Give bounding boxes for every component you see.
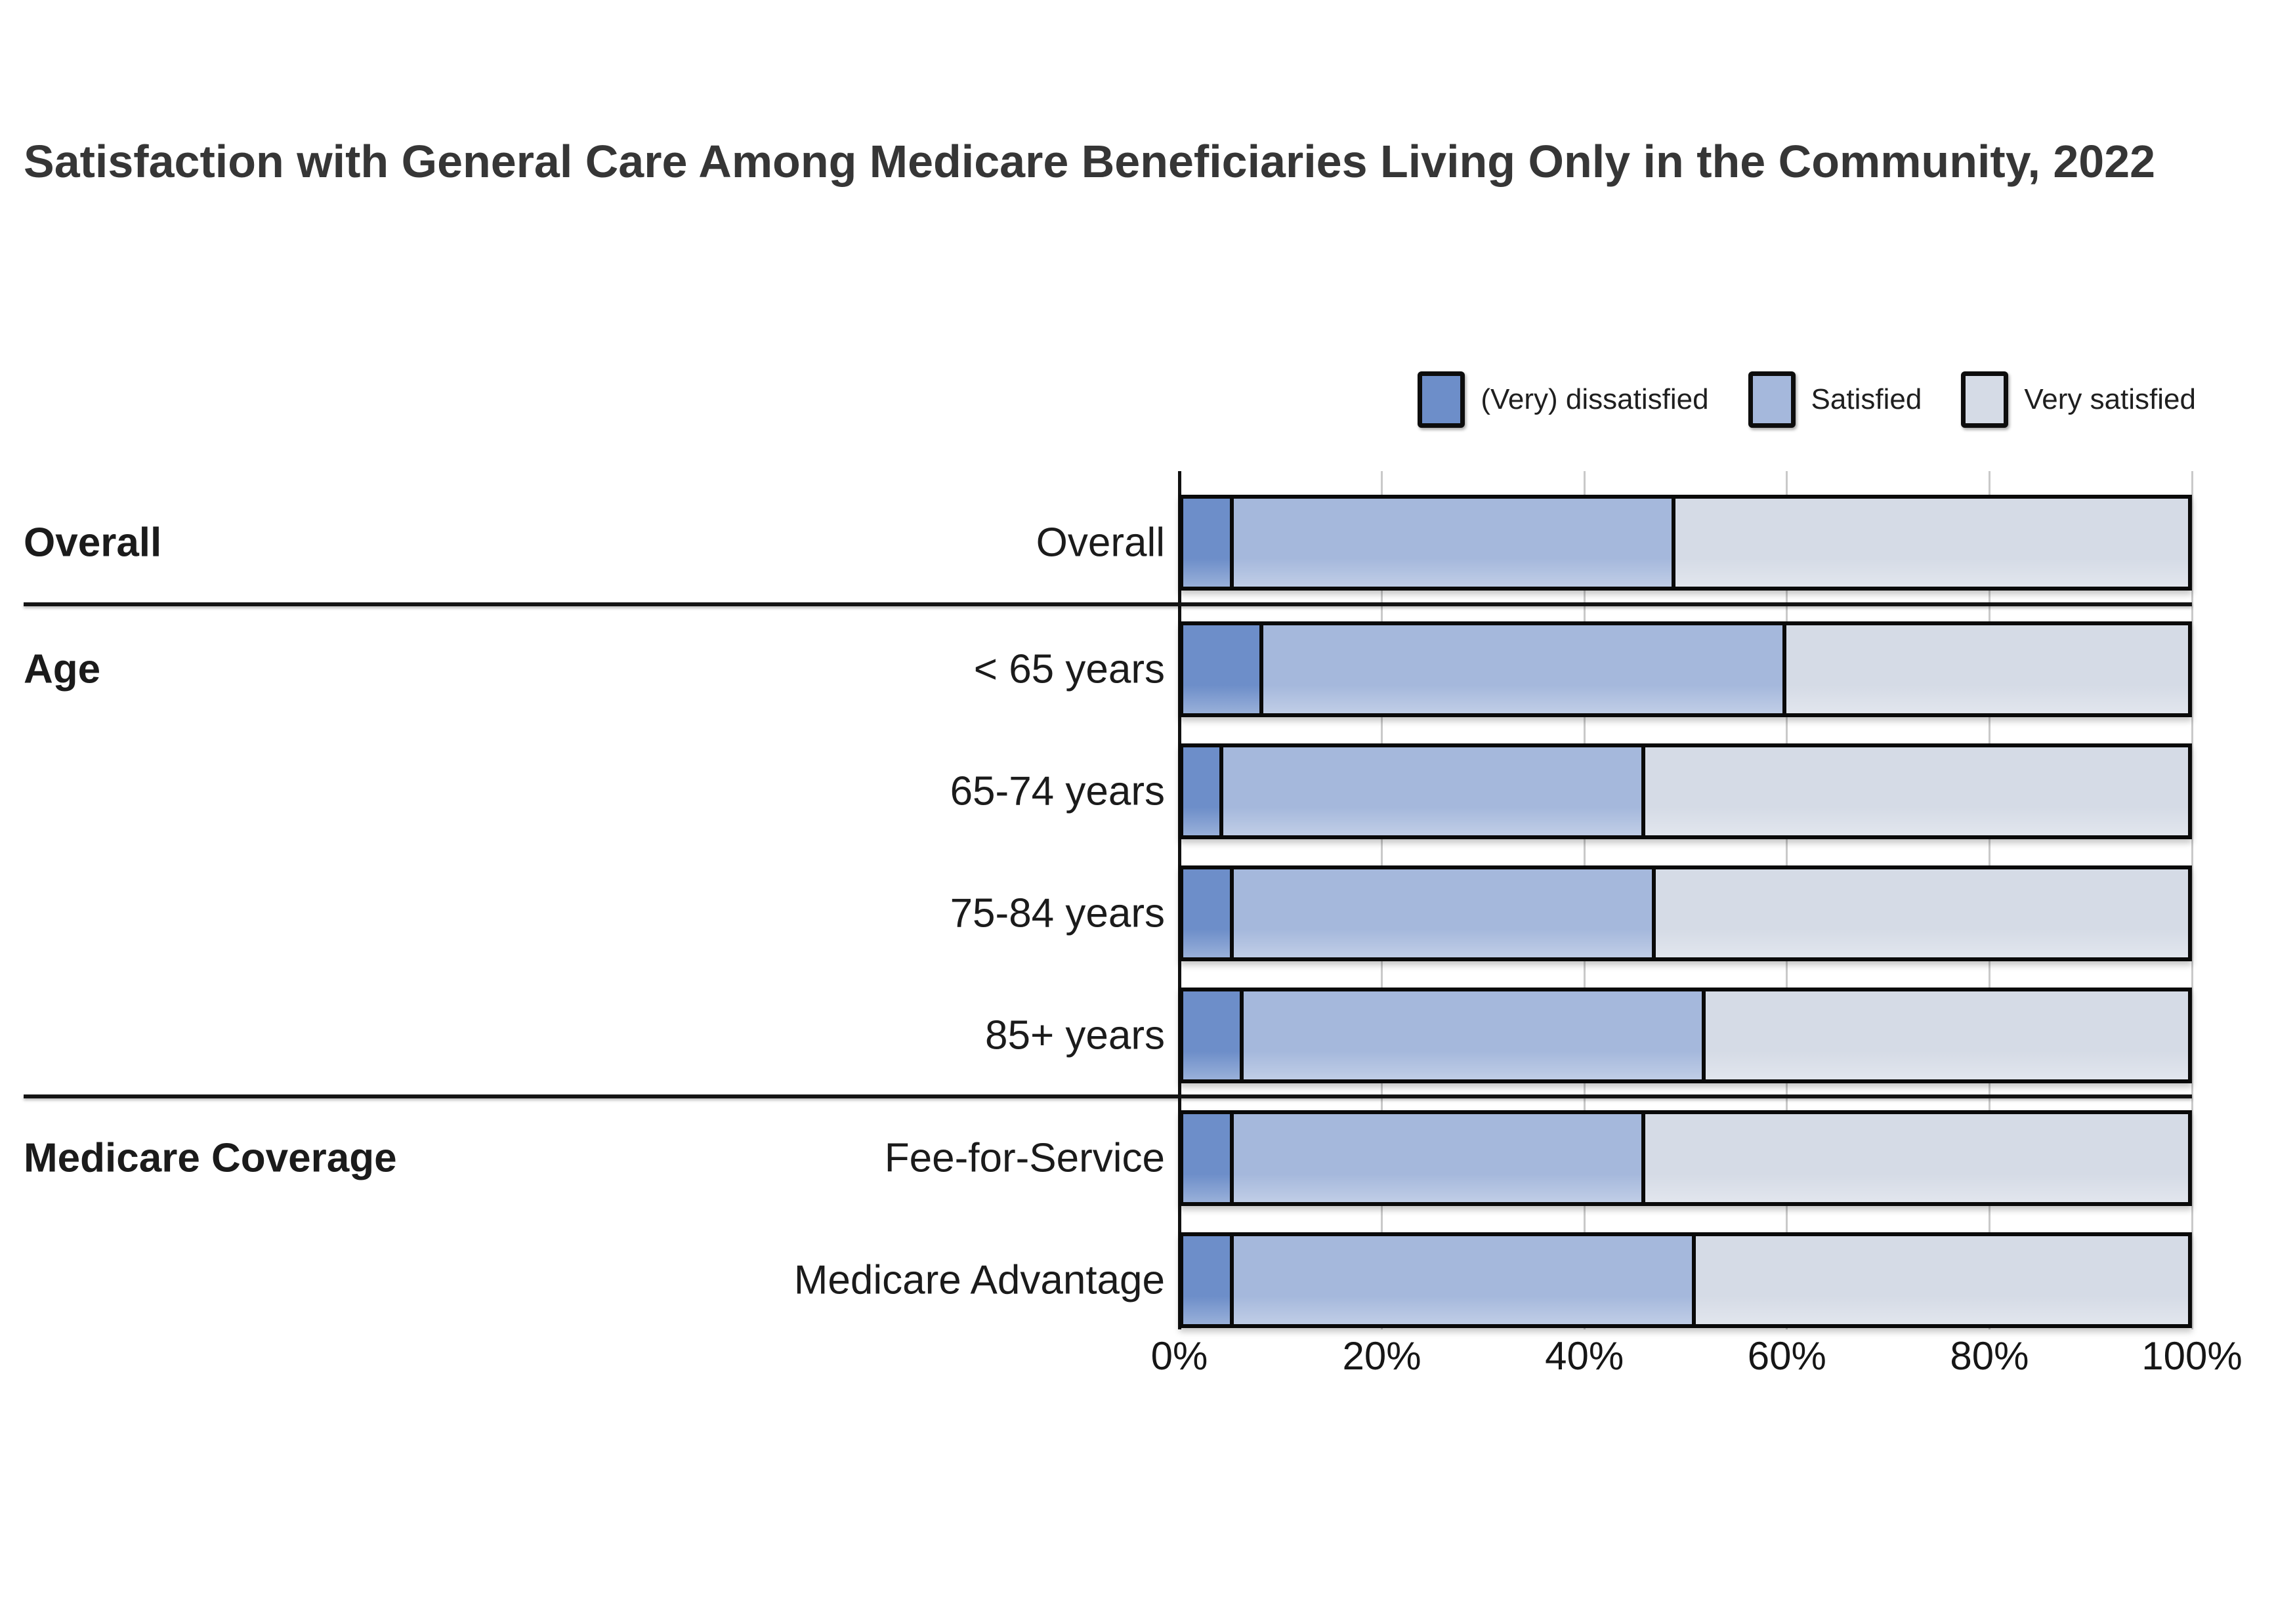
- row-label-fee-for-service: Fee-for-Service: [884, 1135, 1165, 1181]
- row-label-65-years: < 65 years: [973, 646, 1165, 692]
- x-tick-label-20: 20%: [1342, 1334, 1421, 1378]
- section-separator: [24, 602, 2192, 606]
- bar-segment-satisfied: [1233, 1236, 1696, 1324]
- x-tick-label-0: 0%: [1150, 1334, 1208, 1378]
- x-tick-label-60: 60%: [1747, 1334, 1826, 1378]
- gridline-100: [2191, 471, 2193, 1329]
- bar-segment-satisfied: [1263, 625, 1786, 713]
- bar-65-years: [1179, 621, 2192, 717]
- row-label-65-74-years: 65-74 years: [950, 768, 1165, 814]
- legend-swatch-very-dissatisfied: [1418, 371, 1465, 428]
- section-label-medicare-coverage: Medicare Coverage: [24, 1135, 397, 1181]
- bar-segment-very-dissatisfied: [1183, 499, 1234, 587]
- bar-segment-very-satisfied: [1645, 1114, 2188, 1202]
- x-tick-label-80: 80%: [1950, 1334, 2029, 1378]
- legend-item-very-dissatisfied: (Very) dissatisfied: [1418, 371, 1709, 428]
- legend: (Very) dissatisfied Satisfied Very satisfi…: [1418, 371, 2196, 428]
- bar-overall: [1179, 495, 2192, 591]
- bar-segment-very-satisfied: [1706, 991, 2188, 1079]
- bar-85-years: [1179, 988, 2192, 1083]
- bar-segment-satisfied: [1233, 1114, 1646, 1202]
- row-label-medicare-advantage: Medicare Advantage: [793, 1257, 1165, 1303]
- bar-segment-satisfied: [1223, 747, 1646, 835]
- legend-item-satisfied: Satisfied: [1748, 371, 1922, 428]
- legend-swatch-very-satisfied: [1961, 371, 2009, 428]
- bar-segment-satisfied: [1233, 499, 1676, 587]
- x-tick-label-100: 100%: [2141, 1334, 2242, 1378]
- bar-segment-very-dissatisfied: [1183, 1114, 1234, 1202]
- section-label-age: Age: [24, 646, 101, 692]
- legend-swatch-satisfied: [1748, 371, 1796, 428]
- legend-label-very-satisfied: Very satisfied: [2024, 383, 2196, 415]
- bar-segment-satisfied: [1243, 991, 1706, 1079]
- bar-segment-very-dissatisfied: [1183, 747, 1224, 835]
- legend-label-satisfied: Satisfied: [1811, 383, 1922, 415]
- bar-segment-very-satisfied: [1786, 625, 2188, 713]
- row-label-85-years: 85+ years: [984, 1012, 1165, 1058]
- section-label-overall: Overall: [24, 520, 162, 566]
- x-tick-label-40: 40%: [1545, 1334, 1624, 1378]
- bar-segment-very-satisfied: [1675, 499, 2188, 587]
- chart-title: Satisfaction with General Care Among Med…: [24, 136, 2156, 187]
- bar-65-74-years: [1179, 743, 2192, 839]
- bar-segment-very-satisfied: [1645, 747, 2188, 835]
- bar-75-84-years: [1179, 865, 2192, 961]
- legend-item-very-satisfied: Very satisfied: [1961, 371, 2196, 428]
- bar-segment-satisfied: [1233, 869, 1656, 957]
- bar-segment-very-dissatisfied: [1183, 991, 1244, 1079]
- bar-segment-very-dissatisfied: [1183, 1236, 1234, 1324]
- row-label-overall: Overall: [1036, 520, 1165, 566]
- row-label-75-84-years: 75-84 years: [950, 890, 1165, 936]
- bar-fee-for-service: [1179, 1110, 2192, 1206]
- bar-segment-very-dissatisfied: [1183, 625, 1264, 713]
- bar-medicare-advantage: [1179, 1232, 2192, 1328]
- section-separator: [24, 1094, 2192, 1098]
- bar-segment-very-dissatisfied: [1183, 869, 1234, 957]
- legend-label-very-dissatisfied: (Very) dissatisfied: [1481, 383, 1709, 415]
- bar-segment-very-satisfied: [1655, 869, 2188, 957]
- bar-segment-very-satisfied: [1695, 1236, 2188, 1324]
